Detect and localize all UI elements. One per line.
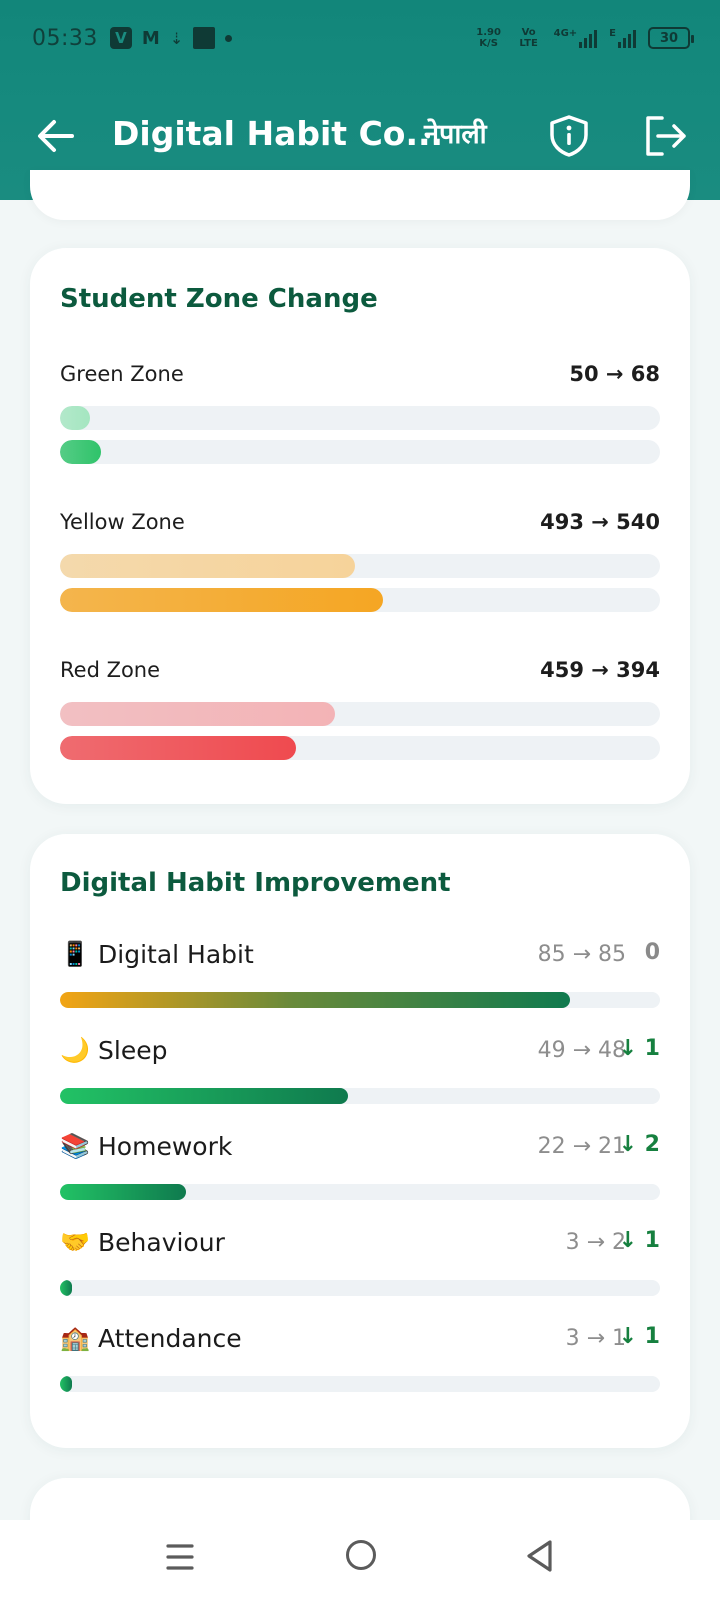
school-icon: 🏫 xyxy=(60,1324,90,1352)
nav-back-triangle-icon[interactable] xyxy=(524,1538,554,1574)
battery-level: 30 xyxy=(659,30,679,46)
habit-row-sleep: 🌙 Sleep 49 → 48 ↓ 1 xyxy=(60,1036,660,1106)
logout-icon[interactable] xyxy=(642,114,688,158)
habit-delta: ↓ 1 xyxy=(618,1228,660,1253)
zone-before-bar xyxy=(60,406,660,430)
habit-label: Attendance xyxy=(98,1324,242,1353)
handshake-icon: 🤝 xyxy=(60,1228,90,1256)
notification-icons: V M ⇣ xyxy=(109,27,233,49)
system-nav-bar xyxy=(0,1520,720,1600)
habit-delta: ↓ 2 xyxy=(618,1132,660,1157)
habit-row-behaviour: 🤝 Behaviour 3 → 2 ↓ 1 xyxy=(60,1228,660,1298)
habit-values: 85 → 85 xyxy=(537,942,626,967)
zone-after-fill xyxy=(60,736,296,760)
habit-label: Homework xyxy=(98,1132,233,1161)
zone-after-bar xyxy=(60,736,660,760)
habit-row-digital-habit: 📱 Digital Habit 85 → 85 0 xyxy=(60,940,660,1010)
habit-delta: ↓ 1 xyxy=(618,1036,660,1061)
zone-row-green: Green Zone 50 → 68 xyxy=(60,362,660,472)
net-type-label: 4G+ xyxy=(553,28,578,39)
zone-label: Yellow Zone xyxy=(60,510,185,534)
page-title: Digital Habit Co... xyxy=(112,114,444,153)
app-notification-icon xyxy=(193,27,216,49)
net-type2-label: E xyxy=(609,28,616,39)
zone-before-fill xyxy=(60,406,90,430)
zone-after-bar xyxy=(60,440,660,464)
habit-progress-bar xyxy=(60,992,660,1008)
zone-before-fill xyxy=(60,554,356,578)
home-circle-icon[interactable] xyxy=(346,1540,376,1570)
gmail-icon: M xyxy=(141,27,160,49)
habit-progress-fill xyxy=(60,992,570,1008)
previous-card-bottom xyxy=(30,170,690,220)
zone-row-red: Red Zone 459 → 394 xyxy=(60,658,660,768)
habit-values: 3 → 2 xyxy=(565,1230,626,1255)
habit-progress-fill xyxy=(60,1088,348,1104)
habit-values: 22 → 21 xyxy=(537,1134,626,1159)
volte-indicator: Vo LTE xyxy=(519,27,538,49)
mobile-phone-icon: 📱 xyxy=(60,940,90,968)
more-notifications-dot-icon xyxy=(225,34,233,42)
battery-icon: 30 xyxy=(648,27,694,49)
download-icon: ⇣ xyxy=(169,28,184,48)
status-bar: 05:33 V M ⇣ 1.90 K/S Vo LTE 4G+ E 30 xyxy=(32,20,694,56)
habit-progress-bar xyxy=(60,1088,660,1104)
zone-label: Red Zone xyxy=(60,658,161,682)
habit-values: 3 → 1 xyxy=(565,1326,626,1351)
card-title: Digital Habit Improvement xyxy=(60,868,451,898)
net-speed: 1.90 K/S xyxy=(476,27,501,49)
habit-delta: 0 xyxy=(644,940,660,965)
student-zone-change-card: Student Zone Change Green Zone 50 → 68 Y… xyxy=(30,248,690,804)
signal-4g-icon: 4G+ xyxy=(554,28,598,48)
zone-before-fill xyxy=(60,702,335,726)
habit-label: Digital Habit xyxy=(98,940,254,969)
privacy-shield-icon[interactable] xyxy=(548,114,590,158)
zone-row-yellow: Yellow Zone 493 → 540 xyxy=(60,510,660,620)
zone-after-fill xyxy=(60,440,101,464)
habit-label: Sleep xyxy=(98,1036,168,1065)
status-time: 05:33 xyxy=(32,25,98,51)
zone-label: Green Zone xyxy=(60,362,184,386)
top-app-bar: 05:33 V M ⇣ 1.90 K/S Vo LTE 4G+ E 30 Dig xyxy=(0,0,720,200)
habit-values: 49 → 48 xyxy=(537,1038,626,1063)
vpn-app-icon: V xyxy=(109,27,132,49)
habit-row-attendance: 🏫 Attendance 3 → 1 ↓ 1 xyxy=(60,1324,660,1394)
recent-apps-menu-icon[interactable] xyxy=(166,1540,194,1574)
zone-after-fill xyxy=(60,588,384,612)
back-arrow-icon[interactable] xyxy=(36,116,76,156)
habit-progress-fill xyxy=(60,1376,72,1392)
zone-values: 50 → 68 xyxy=(569,362,660,386)
zone-after-bar xyxy=(60,588,660,612)
card-title: Student Zone Change xyxy=(60,284,378,314)
habit-progress-fill xyxy=(60,1184,186,1200)
habit-label: Behaviour xyxy=(98,1228,225,1257)
habit-progress-bar xyxy=(60,1376,660,1392)
zone-before-bar xyxy=(60,554,660,578)
moon-icon: 🌙 xyxy=(60,1036,90,1064)
habit-row-homework: 📚 Homework 22 → 21 ↓ 2 xyxy=(60,1132,660,1202)
habit-progress-bar xyxy=(60,1184,660,1200)
zone-values: 459 → 394 xyxy=(540,658,660,682)
habit-progress-bar xyxy=(60,1280,660,1296)
books-icon: 📚 xyxy=(60,1132,90,1160)
zone-values: 493 → 540 xyxy=(540,510,660,534)
digital-habit-improvement-card: Digital Habit Improvement 📱 Digital Habi… xyxy=(30,834,690,1448)
app-header: Digital Habit Co... नेपाली xyxy=(0,96,720,176)
zone-before-bar xyxy=(60,702,660,726)
language-toggle-button[interactable]: नेपाली xyxy=(424,119,487,150)
habit-delta: ↓ 1 xyxy=(618,1324,660,1349)
habit-progress-fill xyxy=(60,1280,72,1296)
signal-e-icon: E xyxy=(609,28,636,48)
